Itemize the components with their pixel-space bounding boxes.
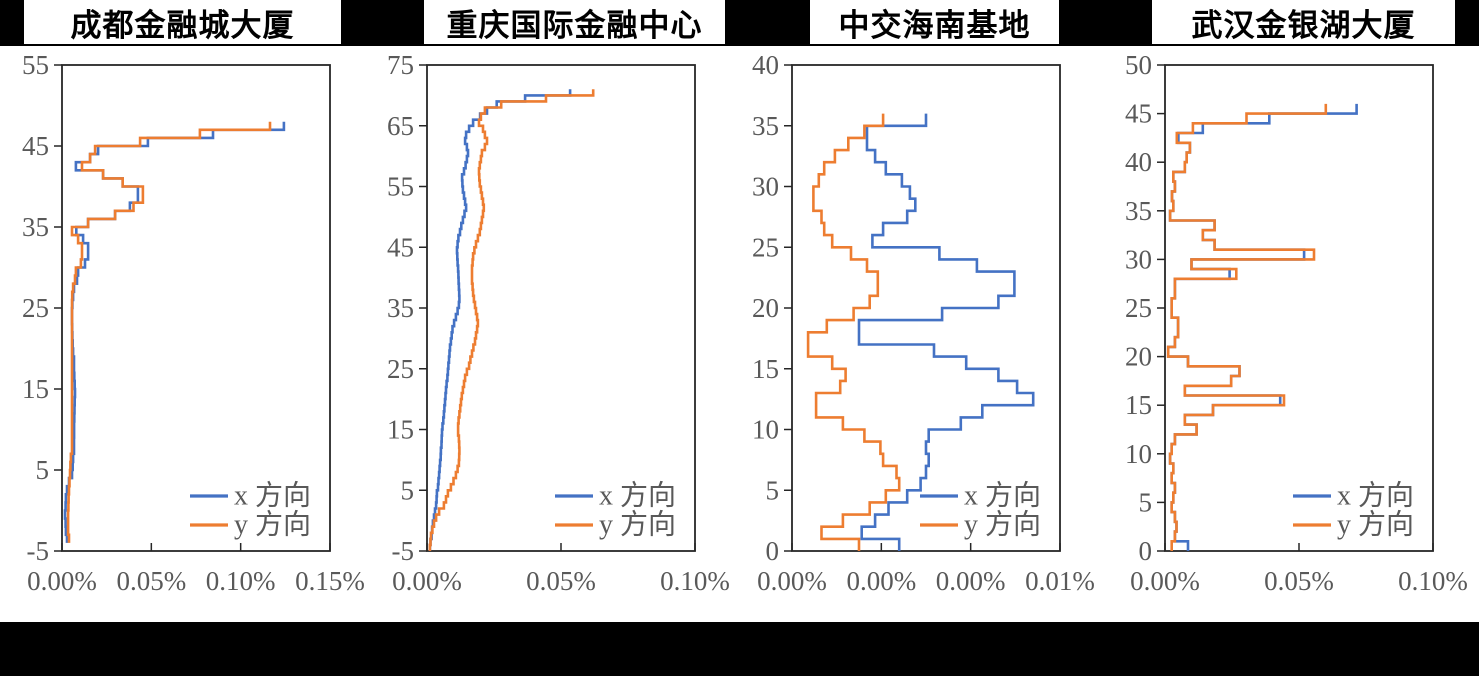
y-axis-tick-label: 25 <box>22 293 49 323</box>
legend-label: x 方向 <box>964 480 1041 512</box>
y-axis-tick-label: 75 <box>387 50 414 80</box>
x-axis-tick-label: 0.00% <box>936 566 1006 596</box>
y-axis-tick-label: -5 <box>392 536 415 566</box>
y-axis-tick-label: 35 <box>22 212 49 242</box>
y-axis-tick-label: 5 <box>401 475 415 505</box>
y-axis-tick-label: 35 <box>752 111 779 141</box>
y-axis-tick-label: 35 <box>1125 196 1152 226</box>
x-axis-tick-label: 0.05% <box>1264 566 1334 596</box>
series-line-y <box>66 121 272 543</box>
legend-label: x 方向 <box>599 480 676 512</box>
y-axis-tick-label: 55 <box>22 50 49 80</box>
series-line-x <box>428 89 572 551</box>
y-axis-tick-label: 45 <box>1125 99 1152 129</box>
panel-title-box-1: 成都金融城大厦 <box>24 0 341 44</box>
series-line-x <box>1166 103 1358 551</box>
y-axis-tick-label: 55 <box>387 172 414 202</box>
x-axis-tick-label: 0.00% <box>1130 566 1200 596</box>
legend: x 方向y 方向 <box>190 480 311 541</box>
x-axis-tick-label: 0.05% <box>116 566 186 596</box>
y-axis-tick-label: 25 <box>387 354 414 384</box>
x-axis-tick-label: 0.00% <box>27 566 97 596</box>
y-axis-tick-label: 15 <box>752 354 779 384</box>
y-axis-tick-label: 5 <box>1139 487 1153 517</box>
y-axis-tick-label: 0 <box>1139 536 1153 566</box>
y-axis-tick-label: 5 <box>36 455 50 485</box>
y-axis-tick-label: 25 <box>1125 293 1152 323</box>
y-axis-tick-label: 40 <box>1125 147 1152 177</box>
legend: x 方向y 方向 <box>555 480 676 541</box>
y-axis-tick-label: 0 <box>766 536 780 566</box>
y-axis-tick-label: 35 <box>387 293 414 323</box>
x-axis-tick-label: 0.00% <box>757 566 827 596</box>
x-axis-tick-label: 0.10% <box>206 566 276 596</box>
y-axis-tick-label: 15 <box>387 415 414 445</box>
legend-label: y 方向 <box>964 509 1041 541</box>
y-axis-tick-label: 20 <box>752 293 779 323</box>
legend-label: y 方向 <box>234 509 311 541</box>
y-axis-tick-label: 40 <box>752 50 779 80</box>
panel-title-1: 成都金融城大厦 <box>70 7 295 43</box>
x-axis-tick-label: 0.15% <box>295 566 365 596</box>
panel-title-3: 中交海南基地 <box>838 7 1031 43</box>
x-axis-tick-label: 0.05% <box>526 566 596 596</box>
top-black-band: 成都金融城大厦 重庆国际金融中心 中交海南基地 武汉金银湖大厦 <box>0 0 1479 46</box>
legend-label: y 方向 <box>599 509 676 541</box>
x-axis-tick-label: 0.00% <box>846 566 916 596</box>
legend: x 方向y 方向 <box>1293 480 1414 541</box>
chart-panel-2: 75 65 55 45 35 25 15 5 -50.00% 0.05% 0.10% x 方向y 方向 <box>387 50 730 596</box>
legend: x 方向y 方向 <box>920 480 1041 541</box>
y-axis-tick-label: 15 <box>22 374 49 404</box>
y-axis-tick-label: 10 <box>752 415 779 445</box>
panel-title-box-2: 重庆国际金融中心 <box>424 0 725 44</box>
y-axis-tick-label: 30 <box>1125 244 1152 274</box>
x-axis-tick-label: 0.01% <box>1025 566 1095 596</box>
series-line-x <box>857 113 1035 551</box>
y-axis-tick-label: 15 <box>1125 390 1152 420</box>
series-line-y <box>428 89 595 551</box>
y-axis-tick-label: 50 <box>1125 50 1152 80</box>
bottom-black-band <box>0 622 1479 676</box>
y-axis-tick-label: 30 <box>752 172 779 202</box>
chart-panel-1: 55 45 35 25 15 5 -50.00% 0.05% 0.10% 0.15% x 方向y 方… <box>22 50 365 596</box>
series-line-y <box>1166 103 1328 551</box>
legend-label: x 方向 <box>1337 480 1414 512</box>
series-line-y <box>806 113 901 551</box>
y-axis-tick-label: 25 <box>752 232 779 262</box>
legend-label: y 方向 <box>1337 509 1414 541</box>
panel-title-4: 武汉金银湖大厦 <box>1191 7 1416 43</box>
y-axis-tick-label: 5 <box>766 475 780 505</box>
x-axis-tick-label: 0.00% <box>392 566 462 596</box>
y-axis-tick-label: -5 <box>27 536 50 566</box>
panel-title-box-3: 中交海南基地 <box>810 0 1059 44</box>
y-axis-tick-label: 45 <box>22 131 49 161</box>
plot-frame <box>1164 64 1434 552</box>
y-axis-tick-label: 65 <box>387 111 414 141</box>
legend-label: x 方向 <box>234 480 311 512</box>
panel-title-2: 重庆国际金融中心 <box>446 7 703 43</box>
panel-title-box-4: 武汉金银湖大厦 <box>1152 0 1455 44</box>
y-axis-tick-label: 10 <box>1125 439 1152 469</box>
y-axis-tick-label: 45 <box>387 232 414 262</box>
y-axis-tick-label: 20 <box>1125 342 1152 372</box>
x-axis-tick-label: 0.10% <box>1398 566 1468 596</box>
x-axis-tick-label: 0.10% <box>660 566 730 596</box>
